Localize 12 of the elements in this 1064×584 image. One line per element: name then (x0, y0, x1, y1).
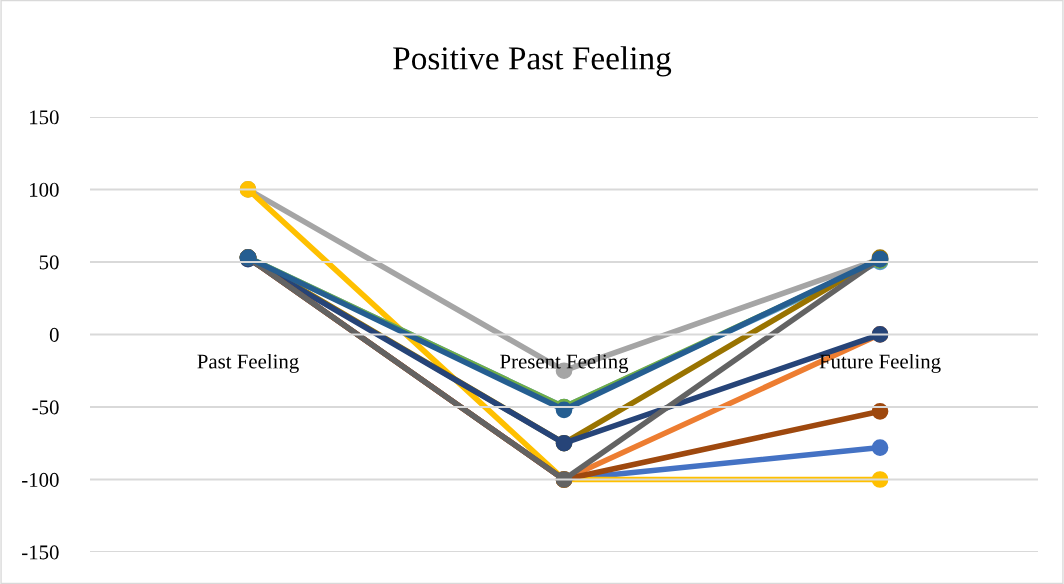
y-tick-label: 100 (30, 182, 59, 197)
x-tick-label: Past Feeling (197, 353, 299, 373)
y-tick-label: 0 (49, 327, 59, 342)
y-tick-label: 50 (39, 255, 59, 270)
x-tick-label: Present Feeling (500, 353, 629, 373)
x-tick-label: Future Feeling (819, 353, 941, 373)
y-tick-label: -50 (32, 400, 59, 415)
y-tick-label: -150 (22, 545, 59, 560)
y-tick-label: -100 (22, 472, 59, 487)
chart-title: Positive Past Feeling (393, 46, 672, 77)
point (871, 439, 889, 456)
y-tick-label: 150 (30, 110, 59, 125)
